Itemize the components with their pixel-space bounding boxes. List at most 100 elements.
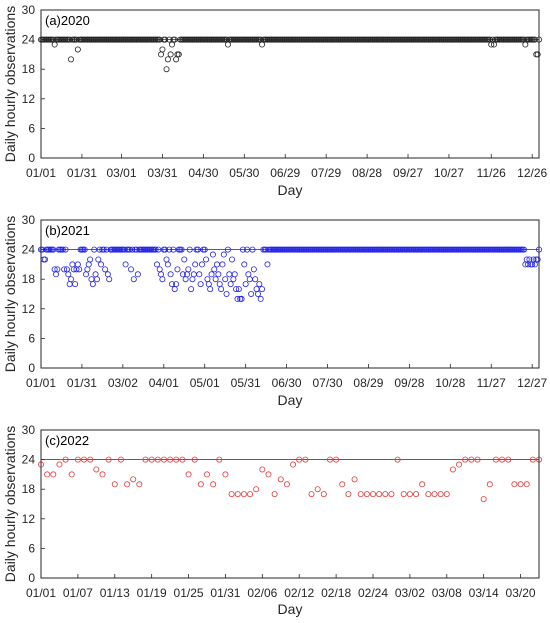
x-tick-label: 01/31 xyxy=(210,586,240,600)
data-point xyxy=(259,41,266,48)
data-point xyxy=(208,271,215,278)
data-point xyxy=(480,496,487,503)
data-point xyxy=(93,276,100,283)
data-point xyxy=(209,251,216,258)
y-tick-label: 24 xyxy=(22,33,36,47)
x-axis-label: Day xyxy=(278,601,303,617)
data-point xyxy=(224,246,231,253)
x-tick-label: 04/01 xyxy=(149,376,179,390)
data-point xyxy=(189,276,196,283)
data-point xyxy=(233,286,240,293)
data-point xyxy=(314,486,321,493)
data-point xyxy=(173,281,180,288)
data-point xyxy=(134,271,141,278)
data-point xyxy=(425,491,432,498)
data-point xyxy=(320,491,327,498)
data-point xyxy=(339,481,346,488)
y-tick-label: 6 xyxy=(28,121,35,135)
data-point xyxy=(333,456,340,463)
y-tick-label: 12 xyxy=(22,512,36,526)
data-point xyxy=(531,36,538,43)
data-point xyxy=(205,281,212,288)
data-point xyxy=(234,491,241,498)
data-point xyxy=(68,56,75,63)
data-point xyxy=(511,481,518,488)
plot-frame xyxy=(40,429,540,579)
x-axis-label: Day xyxy=(278,182,303,198)
data-point xyxy=(164,56,171,63)
data-point xyxy=(529,456,536,463)
data-point xyxy=(224,41,231,48)
y-tick-label: 30 xyxy=(22,423,36,437)
data-point xyxy=(229,256,236,263)
data-point xyxy=(241,261,248,268)
data-point xyxy=(253,286,260,293)
data-point xyxy=(59,246,66,253)
x-tick-label: 01/07 xyxy=(63,586,93,600)
data-point xyxy=(534,51,541,58)
x-tick-label: 03/08 xyxy=(432,586,462,600)
data-point xyxy=(111,481,118,488)
x-tick-label: 06/29 xyxy=(270,166,300,180)
data-point xyxy=(201,246,208,253)
data-point xyxy=(81,246,88,253)
data-point xyxy=(153,261,160,268)
x-tick-label: 04/30 xyxy=(188,166,218,180)
data-point xyxy=(437,491,444,498)
data-point xyxy=(242,281,249,288)
data-point xyxy=(96,246,103,253)
x-tick-label: 10/27 xyxy=(434,166,464,180)
data-point xyxy=(210,481,217,488)
data-point xyxy=(99,471,106,478)
data-point xyxy=(215,271,222,278)
data-point xyxy=(499,456,506,463)
x-tick-label: 09/27 xyxy=(393,166,423,180)
data-point xyxy=(179,271,186,278)
data-point xyxy=(179,456,186,463)
x-tick-label: 05/01 xyxy=(190,376,220,390)
data-point xyxy=(235,286,242,293)
data-point xyxy=(203,471,210,478)
x-axis-label: Day xyxy=(278,392,303,408)
data-point xyxy=(214,261,221,268)
data-point xyxy=(256,281,263,288)
data-point xyxy=(56,461,63,468)
x-tick-label: 02/24 xyxy=(358,586,388,600)
y-axis-label: Daily hourly observations xyxy=(2,6,18,162)
data-point xyxy=(223,290,230,297)
data-point xyxy=(211,266,218,273)
data-point xyxy=(505,456,512,463)
y-axis-label: Daily hourly observations xyxy=(2,426,18,582)
x-tick-label: 01/13 xyxy=(100,586,130,600)
data-point xyxy=(81,456,88,463)
data-point xyxy=(369,491,376,498)
x-tick-label: 12/27 xyxy=(517,376,547,390)
y-tick-label: 0 xyxy=(28,361,35,375)
x-tick-label: 02/12 xyxy=(284,586,314,600)
data-point xyxy=(166,246,173,253)
data-point xyxy=(196,271,203,278)
data-point xyxy=(171,286,178,293)
x-tick-label: 03/02 xyxy=(395,586,425,600)
data-point xyxy=(84,266,91,273)
data-point xyxy=(122,261,129,268)
data-point xyxy=(222,276,229,283)
data-point xyxy=(124,481,131,488)
y-axis-label: Daily hourly observations xyxy=(2,216,18,372)
data-point xyxy=(449,466,456,473)
panel-title: (c)2022 xyxy=(45,433,89,448)
data-point xyxy=(185,471,192,478)
x-tick-label: 01/25 xyxy=(174,586,204,600)
y-tick-label: 30 xyxy=(22,213,36,227)
data-point xyxy=(271,491,278,498)
data-point xyxy=(130,276,137,283)
data-point xyxy=(406,491,413,498)
y-tick-label: 12 xyxy=(22,92,36,106)
data-point xyxy=(231,271,238,278)
data-point xyxy=(158,51,165,58)
x-tick-label: 07/29 xyxy=(311,166,341,180)
data-point xyxy=(186,246,193,253)
data-point xyxy=(247,491,254,498)
data-point xyxy=(188,286,195,293)
